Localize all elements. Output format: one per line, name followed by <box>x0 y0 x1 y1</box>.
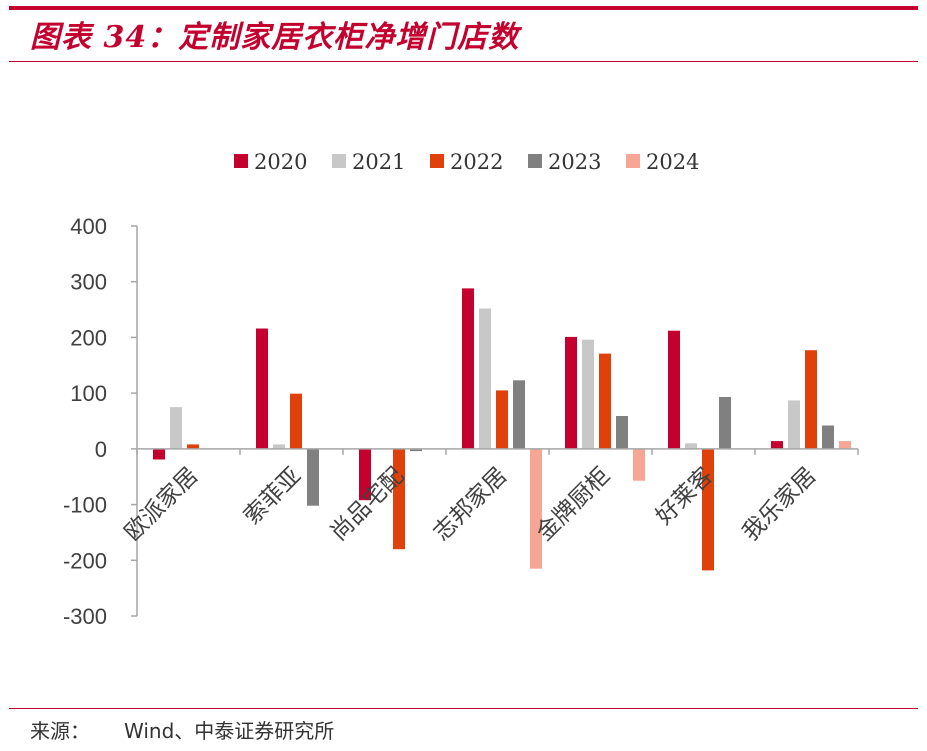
y-tick-label: 200 <box>70 325 107 350</box>
bar-2024-6 <box>839 441 851 449</box>
legend-swatch-2021 <box>332 154 346 168</box>
x-axis-labels: 欧派家居 索菲亚 尚品宅配 志邦家居 金牌厨柜 好莱客 我乐家居 <box>120 463 821 546</box>
legend-label-2021: 2021 <box>352 150 405 174</box>
source-text: Wind、中泰证券研究所 <box>124 719 335 743</box>
chart-bars <box>153 288 851 571</box>
legend-label-2024: 2024 <box>646 150 699 174</box>
title-rule <box>9 61 918 62</box>
bar-2020-0 <box>153 448 165 460</box>
bar-2020-6 <box>771 441 783 449</box>
source-note: 来源： Wind、中泰证券研究所 <box>30 715 334 744</box>
bar-2023-2 <box>410 448 422 452</box>
bar-2023-1 <box>307 448 319 506</box>
x-tick-label: 我乐家居 <box>738 463 821 546</box>
y-tick-label: -300 <box>63 604 107 629</box>
x-tick-label: 索菲亚 <box>239 463 306 530</box>
bottom-rule <box>9 708 918 709</box>
y-tick-label: -100 <box>63 493 107 518</box>
y-tick-label: 300 <box>70 270 107 295</box>
bar-2023-6 <box>822 425 834 449</box>
bar-2020-1 <box>256 328 268 449</box>
y-tick-label: 100 <box>70 381 107 406</box>
bar-2021-0 <box>170 407 182 449</box>
bar-2022-5 <box>702 448 714 571</box>
bar-2023-4 <box>616 416 628 449</box>
legend-label-2022: 2022 <box>450 150 503 174</box>
bar-2024-4 <box>633 448 645 481</box>
bar-2024-3 <box>530 448 542 569</box>
y-tick-label: 0 <box>95 437 107 462</box>
x-tick-label: 志邦家居 <box>429 463 512 546</box>
bar-2020-3 <box>462 288 474 449</box>
top-rule <box>9 6 918 10</box>
y-tick-label: -200 <box>63 548 107 573</box>
legend-swatch-2023 <box>528 154 542 168</box>
bar-2022-2 <box>393 448 405 550</box>
legend-swatch-2024 <box>626 154 640 168</box>
bar-2022-3 <box>496 390 508 449</box>
x-axis <box>136 448 859 455</box>
bar-2020-2 <box>359 448 371 501</box>
y-axis: 400 300 200 100 0 -100 -200 -300 <box>63 214 138 629</box>
bar-2021-6 <box>788 400 800 449</box>
bar-2020-5 <box>668 330 680 449</box>
bar-2022-0 <box>187 444 199 449</box>
legend-swatch-2020 <box>234 154 248 168</box>
page-title: 图表 34：定制家居衣柜净增门店数 <box>30 20 520 55</box>
bar-2021-3 <box>479 308 491 449</box>
bar-2022-4 <box>599 353 611 449</box>
x-tick-label: 金牌厨柜 <box>532 463 615 546</box>
bar-2020-4 <box>565 336 577 449</box>
y-tick-label: 400 <box>70 214 107 239</box>
bar-2021-1 <box>273 444 285 449</box>
legend-label-2023: 2023 <box>548 150 601 174</box>
bar-2021-5 <box>685 443 697 449</box>
legend-label-2020: 2020 <box>254 150 307 174</box>
chart-legend: 2020 2021 2022 2023 2024 <box>234 150 699 174</box>
bar-2023-3 <box>513 380 525 449</box>
bar-2022-1 <box>290 393 302 449</box>
bar-2022-6 <box>805 350 817 449</box>
source-label: 来源： <box>30 719 90 743</box>
legend-swatch-2022 <box>430 154 444 168</box>
bar-2021-4 <box>582 339 594 449</box>
bar-2023-5 <box>719 397 731 449</box>
